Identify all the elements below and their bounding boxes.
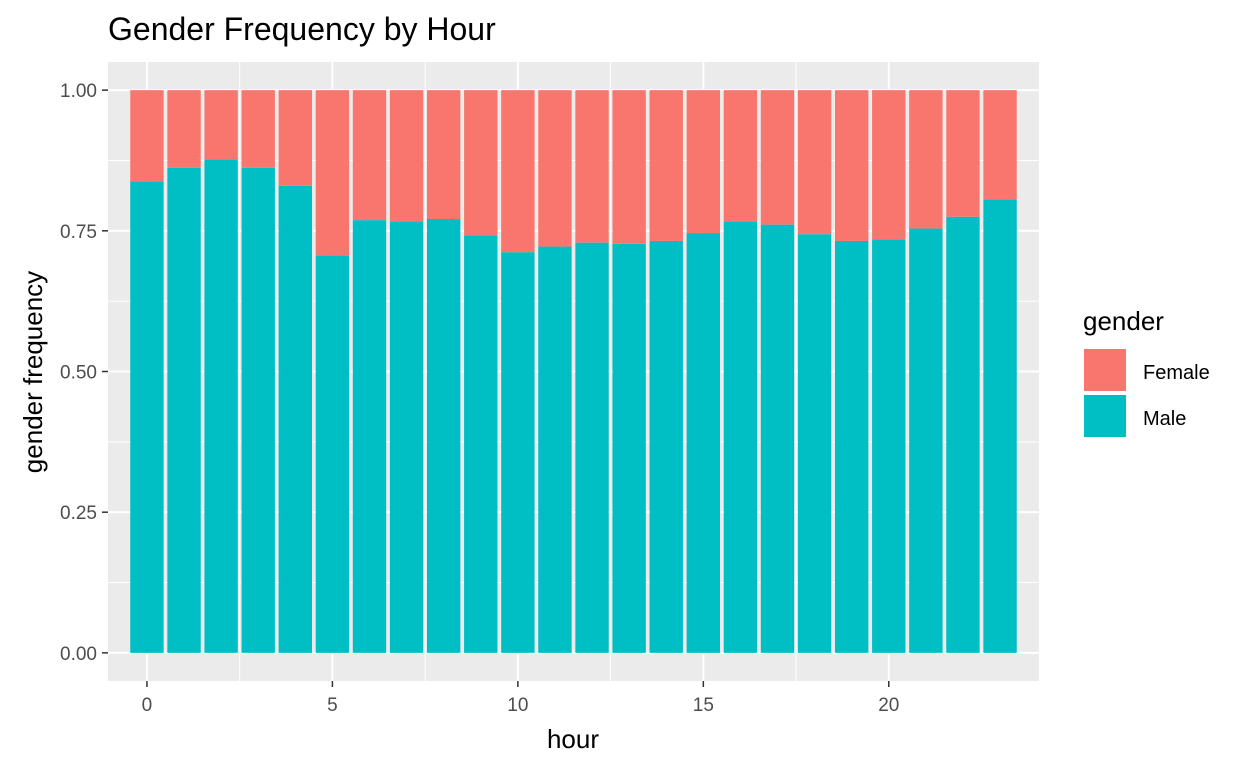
bar-male-hour-21 (909, 228, 943, 653)
y-tick-label: 0.00 (60, 644, 97, 665)
bar-male-hour-13 (612, 243, 646, 653)
legend-swatch-female (1084, 349, 1126, 391)
bar-female-hour-21 (909, 90, 943, 229)
bar-female-hour-13 (612, 90, 646, 244)
bar-female-hour-18 (797, 90, 832, 235)
legend-label-male: Male (1143, 408, 1186, 430)
bar-female-hour-1 (167, 90, 201, 168)
bar-female-hour-11 (538, 90, 572, 247)
bar-male-hour-2 (204, 159, 238, 653)
bar-male-hour-17 (760, 224, 795, 653)
bar-female-hour-6 (352, 90, 387, 221)
y-tick-label: 0.50 (60, 363, 97, 384)
bar-female-hour-2 (204, 90, 238, 160)
bar-female-hour-17 (760, 90, 795, 225)
y-tick-label: 0.75 (60, 222, 97, 243)
bar-female-hour-4 (278, 90, 313, 186)
bar-male-hour-14 (649, 240, 683, 653)
bar-male-hour-22 (946, 216, 980, 653)
bar-female-hour-3 (241, 90, 275, 168)
bar-female-hour-5 (315, 90, 350, 256)
bar-female-hour-7 (389, 90, 424, 222)
x-tick-label: 15 (693, 695, 714, 716)
bar-male-hour-1 (167, 167, 201, 653)
bar-male-hour-19 (834, 240, 869, 653)
y-axis: 0.00 0.25 0.50 0.75 1.00 (60, 81, 108, 665)
bar-male-hour-7 (389, 221, 424, 653)
legend-title: gender (1083, 306, 1164, 336)
bar-male-hour-8 (426, 219, 461, 653)
bar-female-hour-19 (834, 90, 869, 241)
bar-male-hour-10 (501, 252, 535, 653)
chart-title: Gender Frequency by Hour (108, 11, 496, 47)
bar-male-hour-15 (686, 233, 721, 653)
legend: gender Female Male (1083, 306, 1210, 437)
bar-male-hour-0 (130, 181, 164, 653)
bar-female-hour-8 (426, 90, 461, 220)
bar-male-hour-6 (352, 220, 387, 653)
bar-male-hour-5 (315, 255, 350, 653)
bar-female-hour-15 (686, 90, 721, 234)
x-tick-label: 20 (878, 695, 899, 716)
bars (130, 90, 1017, 653)
bar-female-hour-14 (649, 90, 683, 241)
bar-female-hour-9 (464, 90, 498, 236)
bar-male-hour-20 (872, 239, 906, 653)
bar-male-hour-16 (723, 221, 758, 653)
bar-female-hour-20 (872, 90, 906, 240)
bar-male-hour-23 (983, 199, 1017, 653)
bar-female-hour-12 (575, 90, 609, 243)
bar-male-hour-3 (241, 167, 275, 653)
y-axis-title: gender frequency (18, 271, 48, 473)
x-axis: 0 5 10 15 20 (142, 681, 899, 716)
bar-male-hour-11 (538, 246, 572, 653)
x-tick-label: 10 (507, 695, 528, 716)
x-tick-label: 5 (327, 695, 338, 716)
x-axis-title: hour (547, 724, 599, 754)
bar-male-hour-18 (797, 234, 832, 653)
bar-female-hour-22 (946, 90, 980, 217)
bar-male-hour-9 (464, 235, 498, 653)
legend-label-female: Female (1143, 362, 1210, 384)
bar-male-hour-12 (575, 242, 609, 653)
bar-female-hour-10 (501, 90, 535, 253)
y-tick-label: 1.00 (60, 81, 97, 102)
bar-female-hour-23 (983, 90, 1017, 200)
x-tick-label: 0 (142, 695, 153, 716)
bar-female-hour-0 (130, 90, 164, 182)
bar-female-hour-16 (723, 90, 758, 222)
y-tick-label: 0.25 (60, 503, 97, 524)
legend-swatch-male (1084, 395, 1126, 437)
bar-male-hour-4 (278, 185, 313, 653)
